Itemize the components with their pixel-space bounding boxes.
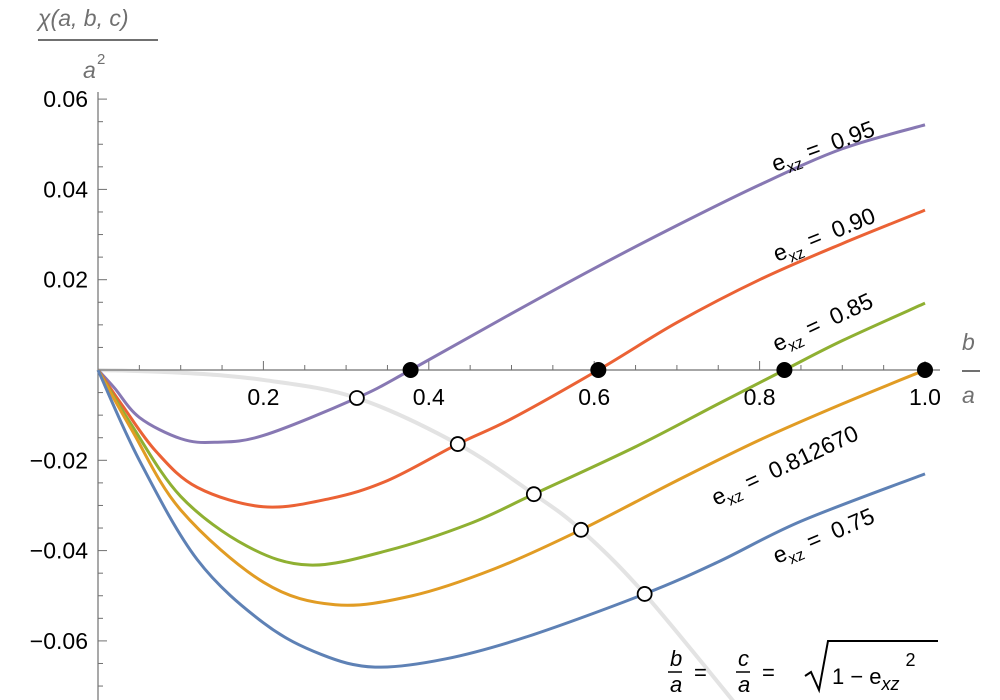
y-tick-label: −0.02 xyxy=(30,447,88,473)
axes xyxy=(97,92,940,700)
svg-text:c: c xyxy=(738,646,749,671)
open-point xyxy=(573,521,589,538)
x-tick-label: 0.4 xyxy=(413,384,445,410)
series-line-4 xyxy=(96,369,926,669)
svg-text:a: a xyxy=(670,672,682,697)
x-tick-label: 1.0 xyxy=(909,384,941,410)
locus-curve xyxy=(97,368,735,700)
label-0-95: exz= 0.95 xyxy=(768,115,880,181)
locus-formula: b a = c a = 1 − exz2 xyxy=(668,640,938,697)
open-point xyxy=(636,586,653,602)
x-tick-label: 0.6 xyxy=(578,384,610,410)
series-line-3 xyxy=(96,368,926,607)
label-0-90: exz= 0.90 xyxy=(769,202,881,271)
open-point xyxy=(348,390,365,406)
y-tick-label: 0.02 xyxy=(43,267,88,293)
open-point xyxy=(525,486,542,503)
svg-text:exz= 0.95: exz= 0.95 xyxy=(768,115,880,181)
x-axis-label-denominator: a xyxy=(962,382,975,408)
svg-text:=: = xyxy=(762,660,775,685)
zero-crossing-point xyxy=(917,362,933,378)
y-axis-label-exponent: 2 xyxy=(97,51,105,68)
label-0-812670: exz= 0.812670 xyxy=(707,420,864,515)
y-tick-label: −0.04 xyxy=(30,538,88,564)
x-axis-label-numerator: b xyxy=(962,329,975,355)
y-tick-label: 0.04 xyxy=(43,176,88,202)
y-axis-label-numerator: χ(a, b, c) xyxy=(36,5,129,31)
zero-crossing-point xyxy=(402,362,419,378)
x-tick-label: 0.2 xyxy=(247,384,279,410)
series-layer xyxy=(96,123,926,669)
y-tick-label: −0.06 xyxy=(30,628,88,654)
svg-text:=: = xyxy=(694,660,707,685)
y-tick-label: 0.06 xyxy=(43,86,88,112)
sqrt-icon xyxy=(804,640,938,694)
svg-text:1 − exz2: 1 − exz2 xyxy=(832,650,916,694)
ticks: 0.2 0.4 0.6 0.8 1.00.060.040.02−0.02−0.04−0.… xyxy=(30,86,941,687)
zero-crossing-point xyxy=(590,362,607,378)
svg-text:exz= 0.812670: exz= 0.812670 xyxy=(707,420,864,515)
y-axis-label-denominator: a xyxy=(83,57,96,83)
open-point xyxy=(449,436,466,452)
zero-crossing-point xyxy=(776,362,793,378)
svg-text:b: b xyxy=(670,646,682,671)
locus-layer xyxy=(97,368,735,700)
points-layer xyxy=(348,362,933,602)
svg-text:exz= 0.90: exz= 0.90 xyxy=(769,202,881,271)
svg-text:a: a xyxy=(738,672,750,697)
